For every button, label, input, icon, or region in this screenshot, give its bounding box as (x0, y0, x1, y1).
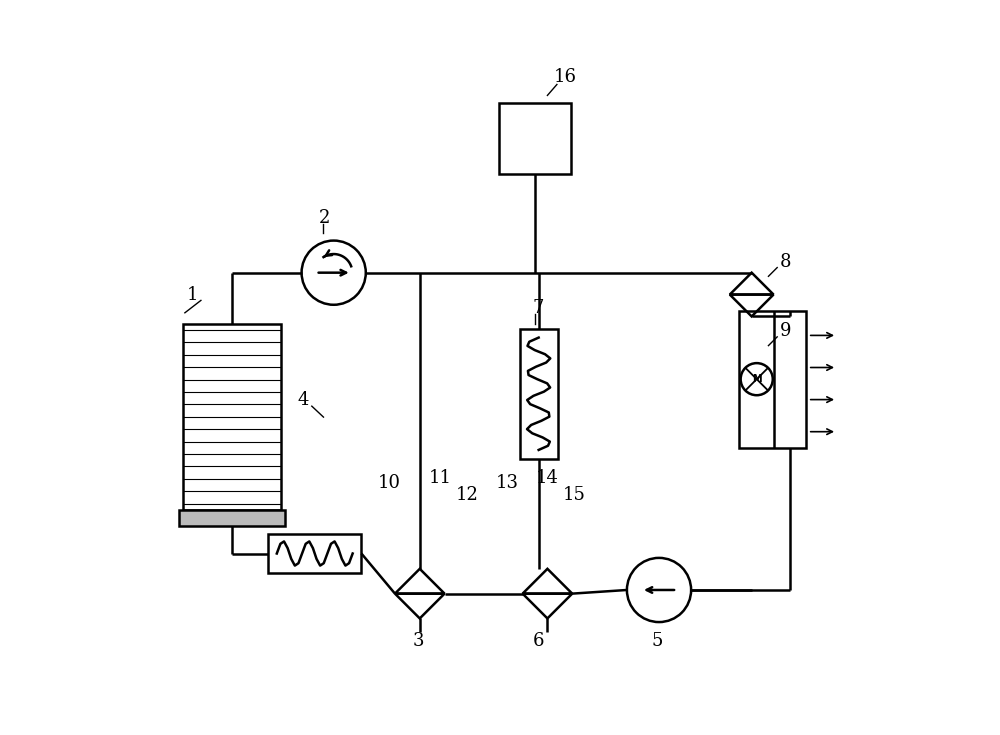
Bar (179, 510, 285, 526)
Text: 6: 6 (533, 632, 544, 650)
Text: 16: 16 (554, 68, 577, 86)
Text: 11: 11 (429, 470, 452, 487)
Text: 8: 8 (780, 253, 792, 270)
Bar (520, 329, 558, 459)
Text: 10: 10 (378, 474, 401, 492)
Text: 1: 1 (186, 286, 198, 304)
Text: 7: 7 (533, 298, 544, 317)
Bar (499, 103, 571, 174)
Text: 3: 3 (413, 632, 424, 650)
Bar (739, 311, 806, 448)
Text: 12: 12 (456, 486, 479, 504)
Text: 2: 2 (319, 209, 331, 227)
Text: 4: 4 (297, 391, 309, 409)
Text: M: M (752, 374, 762, 384)
Text: 9: 9 (780, 322, 792, 340)
Text: 5: 5 (651, 632, 663, 650)
Bar (183, 323, 281, 510)
Text: 13: 13 (496, 474, 519, 492)
Text: 14: 14 (536, 470, 559, 487)
Text: 15: 15 (563, 486, 586, 504)
Bar (268, 534, 361, 573)
